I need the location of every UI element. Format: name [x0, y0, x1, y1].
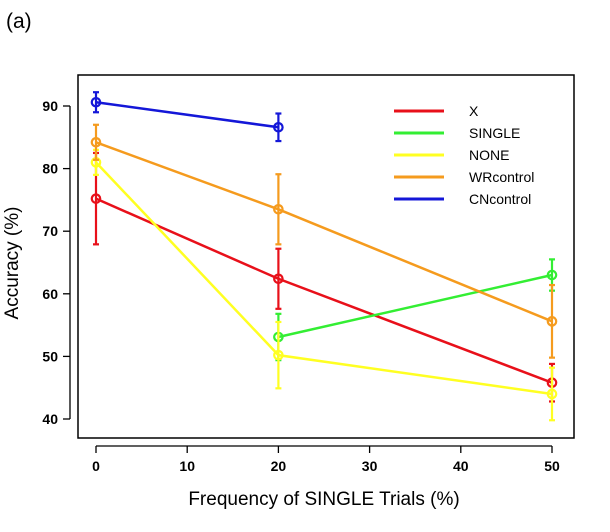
data-point [273, 349, 284, 361]
x-tick-label: 20 [271, 458, 287, 474]
data-point [90, 96, 102, 108]
series-single [273, 258, 558, 362]
series-wrcontrol [90, 123, 558, 359]
data-point [273, 121, 284, 133]
y-tick-label: 40 [42, 411, 58, 427]
x-tick-label: 0 [92, 458, 100, 474]
y-tick-label: 50 [42, 348, 58, 364]
data-point [546, 269, 558, 281]
data-point [273, 273, 284, 285]
legend-item: SINGLE [394, 125, 520, 141]
data-point [273, 203, 284, 215]
series-none [90, 148, 558, 422]
x-tick-label: 30 [362, 458, 378, 474]
series-cncontrol [90, 91, 284, 143]
legend-label: NONE [469, 147, 509, 163]
panel-label: (a) [6, 10, 32, 33]
legend-label: SINGLE [469, 125, 520, 141]
series-line [278, 273, 553, 339]
x-tick-label: 40 [453, 458, 469, 474]
legend-label: WRcontrol [469, 169, 534, 185]
y-axis-title: Accuracy (%) [2, 207, 23, 320]
x-axis-title: Frequency of SINGLE Trials (%) [188, 489, 459, 510]
plot-frame [77, 74, 575, 439]
legend-item: X [394, 103, 479, 119]
y-tick-label: 90 [42, 98, 58, 114]
y-tick-label: 70 [42, 223, 58, 239]
x-tick-label: 50 [544, 458, 560, 474]
data-point [90, 193, 102, 204]
y-tick-label: 80 [42, 161, 58, 177]
legend: X SINGLE NONE WRcontrol CNcontrol [394, 103, 534, 207]
legend-label: CNcontrol [469, 191, 531, 207]
legend-item: CNcontrol [394, 191, 531, 207]
axes: 0 10 20 30 40 50 40 50 60 70 80 90 [42, 98, 560, 474]
x-tick-label: 10 [179, 458, 195, 474]
y-tick-label: 60 [42, 286, 58, 302]
legend-item: WRcontrol [394, 169, 534, 185]
data-point [546, 316, 558, 327]
data-point [90, 137, 102, 148]
series-x [90, 151, 558, 403]
legend-item: NONE [394, 147, 509, 163]
series-line [95, 101, 279, 129]
legend-label: X [469, 103, 479, 119]
series-layer [90, 91, 558, 422]
data-point [546, 388, 558, 400]
